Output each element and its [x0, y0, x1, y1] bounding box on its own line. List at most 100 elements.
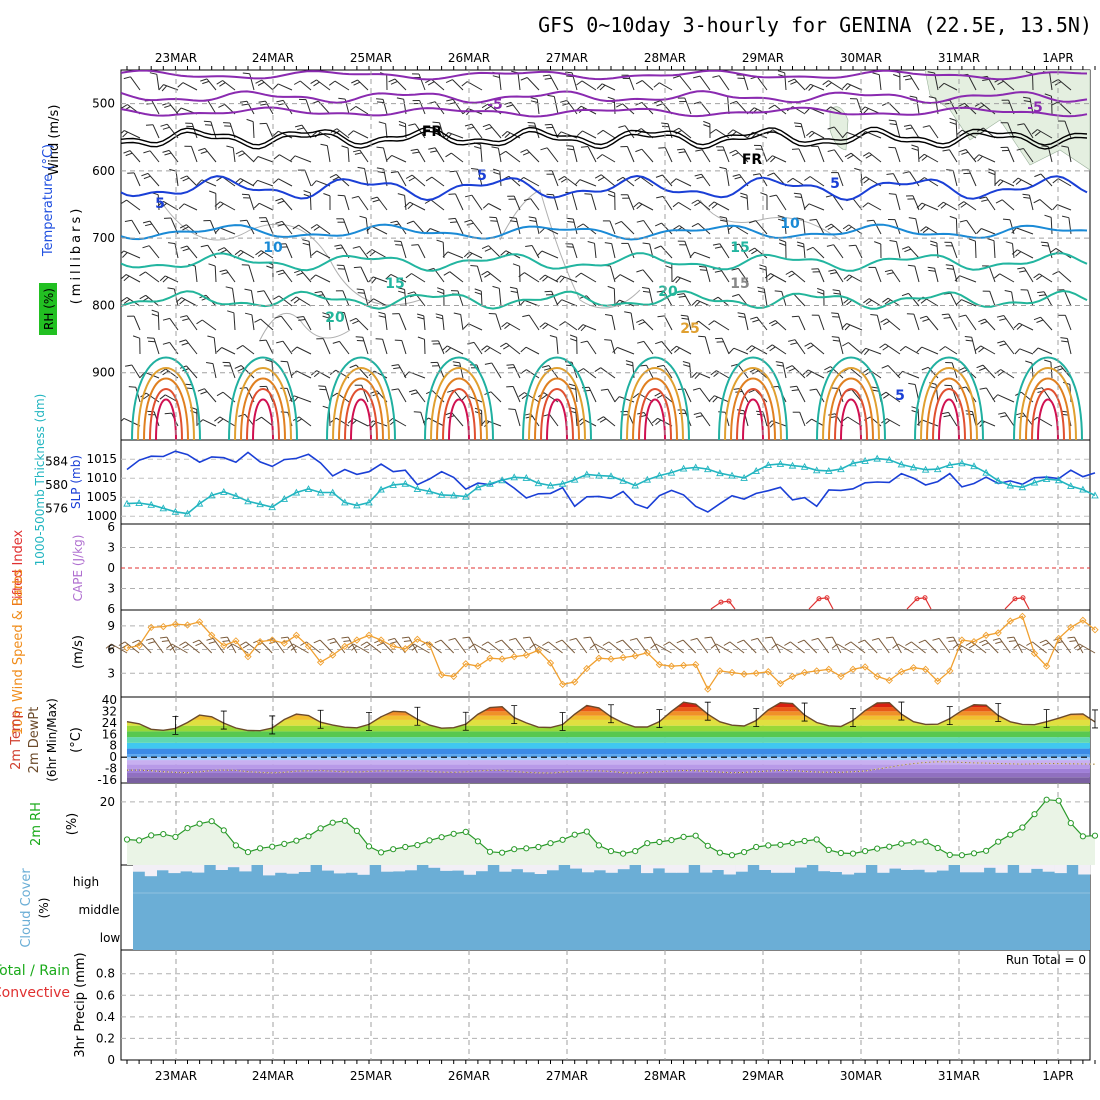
wind-barb-flag: [949, 121, 957, 125]
wind-barb-flag: [371, 277, 377, 284]
wind-barb-flag: [139, 294, 146, 300]
wind-barb-flag: [698, 335, 706, 338]
wind-barb-flag: [604, 339, 612, 341]
wind-barb-flag: [328, 80, 336, 86]
wind-tick-label: 3: [107, 666, 115, 680]
wind-barb-flag: [693, 101, 701, 105]
wind-barb-flag: [489, 216, 497, 219]
wind-barb-flag: [871, 637, 879, 641]
wind-barb: [397, 171, 407, 187]
wind-barb-flag: [162, 317, 170, 321]
wind-barb-flag: [504, 132, 511, 138]
rh-point: [704, 842, 711, 849]
wind-barb-flag: [650, 643, 657, 649]
wind-barb-flag: [464, 219, 472, 223]
wind-barb: [333, 638, 346, 654]
cloud-gap: [333, 865, 347, 874]
wind-barb: [897, 643, 914, 654]
wind-barb-flag: [997, 80, 1004, 86]
wind-barb-flag: [580, 146, 589, 148]
thickness-point: [812, 466, 821, 474]
cloud-gap: [322, 865, 335, 871]
rh-point: [837, 849, 845, 857]
wind-barb-flag: [445, 79, 453, 84]
wind-barb: [696, 371, 711, 379]
wind-barb-flag: [678, 151, 686, 154]
wind-barb: [705, 266, 711, 283]
li-point: [718, 599, 724, 605]
thickness-point: [220, 487, 228, 495]
x-tick-label: 26MAR: [448, 1069, 490, 1083]
wind-barb-flag: [443, 271, 451, 276]
wind-barb: [190, 146, 198, 163]
wind-barb-flag: [635, 80, 643, 85]
wind-barb-flag: [506, 104, 514, 108]
wind-barb: [261, 79, 274, 91]
wind-barb: [551, 170, 559, 187]
wind-barb-flag: [790, 81, 798, 85]
wind-speed-point: [1091, 626, 1099, 634]
wind-barb: [622, 176, 635, 187]
cloud-gap: [771, 865, 784, 873]
thickness-point: [933, 465, 942, 473]
warm-contour: [724, 367, 782, 440]
wind-barb: [602, 129, 616, 139]
wind-barb-flag: [634, 176, 641, 182]
wind-barb-flag: [512, 263, 520, 267]
wind-barb-flag: [311, 250, 318, 256]
wind-barb-flag: [769, 346, 776, 352]
wind-barb: [1023, 148, 1034, 163]
cloud-gap: [877, 865, 890, 873]
wind-barb-flag: [1013, 322, 1020, 329]
rh-point: [547, 840, 554, 847]
wind-speed-point: [256, 637, 264, 646]
wind-barb-flag: [1023, 196, 1031, 199]
wind-barb-flag: [179, 224, 187, 229]
wind-barb-flag: [159, 394, 166, 400]
wind-barb-flag: [655, 341, 662, 345]
wind-barb: [985, 639, 999, 654]
cloud-gap: [133, 865, 146, 872]
wind-barb-flag: [495, 639, 502, 644]
wind-barb: [611, 243, 616, 259]
warm-contour: [840, 398, 862, 440]
wind-barb: [451, 412, 464, 427]
thickness-point: [280, 495, 289, 502]
wind-barb-flag: [275, 220, 283, 224]
cloud-gap: [782, 865, 795, 873]
wind-barb: [755, 368, 768, 379]
wind-speed-point: [401, 645, 409, 653]
wind-barb-flag: [197, 388, 205, 392]
x-tick-label: 31MAR: [938, 1069, 980, 1083]
wind-barb-flag: [708, 201, 715, 207]
wind-barb: [491, 362, 502, 379]
wind-barb-flag: [323, 193, 331, 197]
wind-barb: [743, 75, 749, 91]
thickness-point: [232, 492, 240, 499]
rh-point: [402, 843, 409, 851]
thickness-point: [244, 497, 252, 505]
wind-barb: [252, 121, 255, 139]
wind-barb: [409, 201, 426, 211]
wind-barb: [376, 196, 388, 211]
wind-barb-flag: [244, 288, 252, 291]
wind-barb: [414, 123, 426, 139]
wind-barb: [908, 246, 920, 259]
wind-barb: [363, 289, 369, 307]
isotherm: [121, 252, 1088, 272]
wind-barb: [784, 217, 787, 235]
x-tick-label: 30MAR: [840, 51, 882, 65]
wind-barb: [209, 220, 217, 235]
wind-barb-flag: [750, 637, 758, 641]
wind-barb-flag: [639, 364, 647, 367]
wind-barb-flag: [899, 346, 906, 352]
wind-barb: [894, 147, 901, 163]
wind-barb-flag: [932, 637, 940, 641]
wind-barb-flag: [998, 412, 1006, 415]
rh2m-label: 2m RH: [29, 802, 44, 846]
temperature-label: Temperature (°C): [41, 144, 56, 257]
low-level-warm-contours: [131, 356, 1083, 440]
wind-barb-flag: [636, 203, 643, 210]
wind-barb-flag: [369, 251, 376, 257]
rh-point: [583, 828, 590, 835]
